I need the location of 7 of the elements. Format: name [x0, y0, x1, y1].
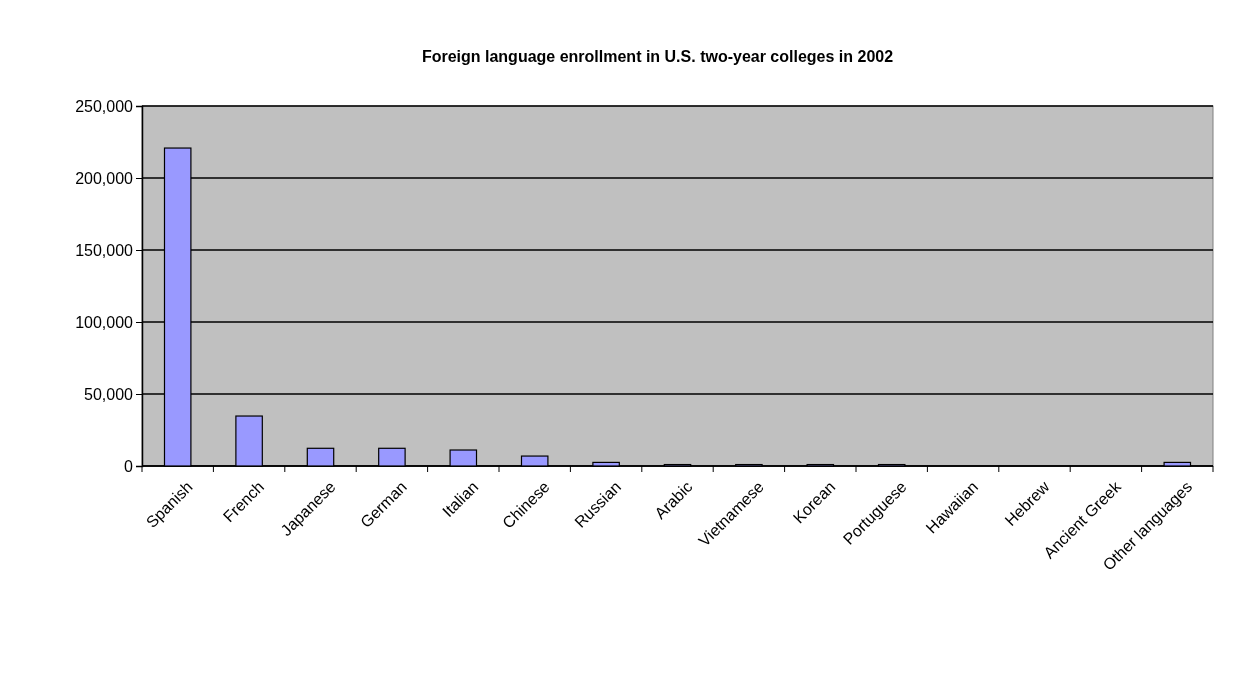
- chart-title: Foreign language enrollment in U.S. two-year colleges in 2002: [421, 48, 894, 65]
- y-tick-label: 100,000: [75, 313, 134, 331]
- y-tick-label: 150,000: [75, 241, 134, 259]
- y-tick-label: 200,000: [75, 169, 134, 187]
- y-tick-label: 250,000: [75, 97, 134, 115]
- y-tick-label: 50,000: [84, 385, 134, 403]
- y-tick-label: 0: [124, 457, 134, 475]
